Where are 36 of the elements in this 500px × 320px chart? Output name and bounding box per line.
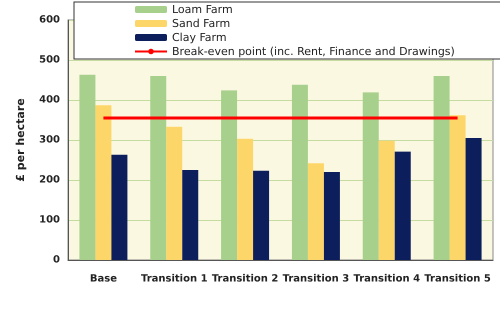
bar	[237, 138, 254, 260]
bar	[466, 138, 482, 260]
legend-label: Break-even point (inc. Rent, Finance and Drawings)	[172, 45, 455, 58]
y-tick-label: 500	[39, 54, 60, 66]
y-tick-label: 200	[39, 174, 60, 186]
bar	[95, 105, 112, 260]
bar	[253, 170, 270, 260]
y-tick-label: 300	[39, 134, 60, 146]
y-tick-label: 600	[39, 14, 60, 26]
y-axis-title: £ per hectare	[14, 98, 27, 182]
bar	[434, 76, 450, 260]
x-tick-label: Transition 4	[353, 274, 420, 284]
legend-label: Loam Farm	[172, 3, 233, 16]
x-tick-label: Base	[90, 274, 118, 284]
bar	[166, 126, 182, 260]
bar	[324, 172, 340, 260]
bar	[79, 74, 96, 260]
y-tick-label: 0	[53, 254, 60, 266]
x-tick-label: Transition 2	[212, 274, 278, 284]
y-tick-label: 400	[39, 94, 60, 106]
bar	[450, 115, 466, 260]
bar	[111, 154, 128, 260]
bar	[150, 76, 166, 260]
x-tick-label: Transition 3	[282, 274, 350, 284]
x-tick-label: Transition 1	[140, 274, 208, 284]
bar	[292, 84, 308, 260]
bar	[308, 163, 324, 260]
bar	[221, 90, 238, 260]
bar	[378, 140, 395, 260]
x-tick-label: Transition 5	[424, 274, 491, 284]
legend-label: Clay Farm	[172, 31, 227, 44]
legend-label: Sand Farm	[172, 17, 230, 30]
bar	[394, 152, 411, 260]
bar	[362, 92, 379, 260]
y-tick-label: 100	[39, 214, 60, 226]
bar	[182, 170, 198, 260]
